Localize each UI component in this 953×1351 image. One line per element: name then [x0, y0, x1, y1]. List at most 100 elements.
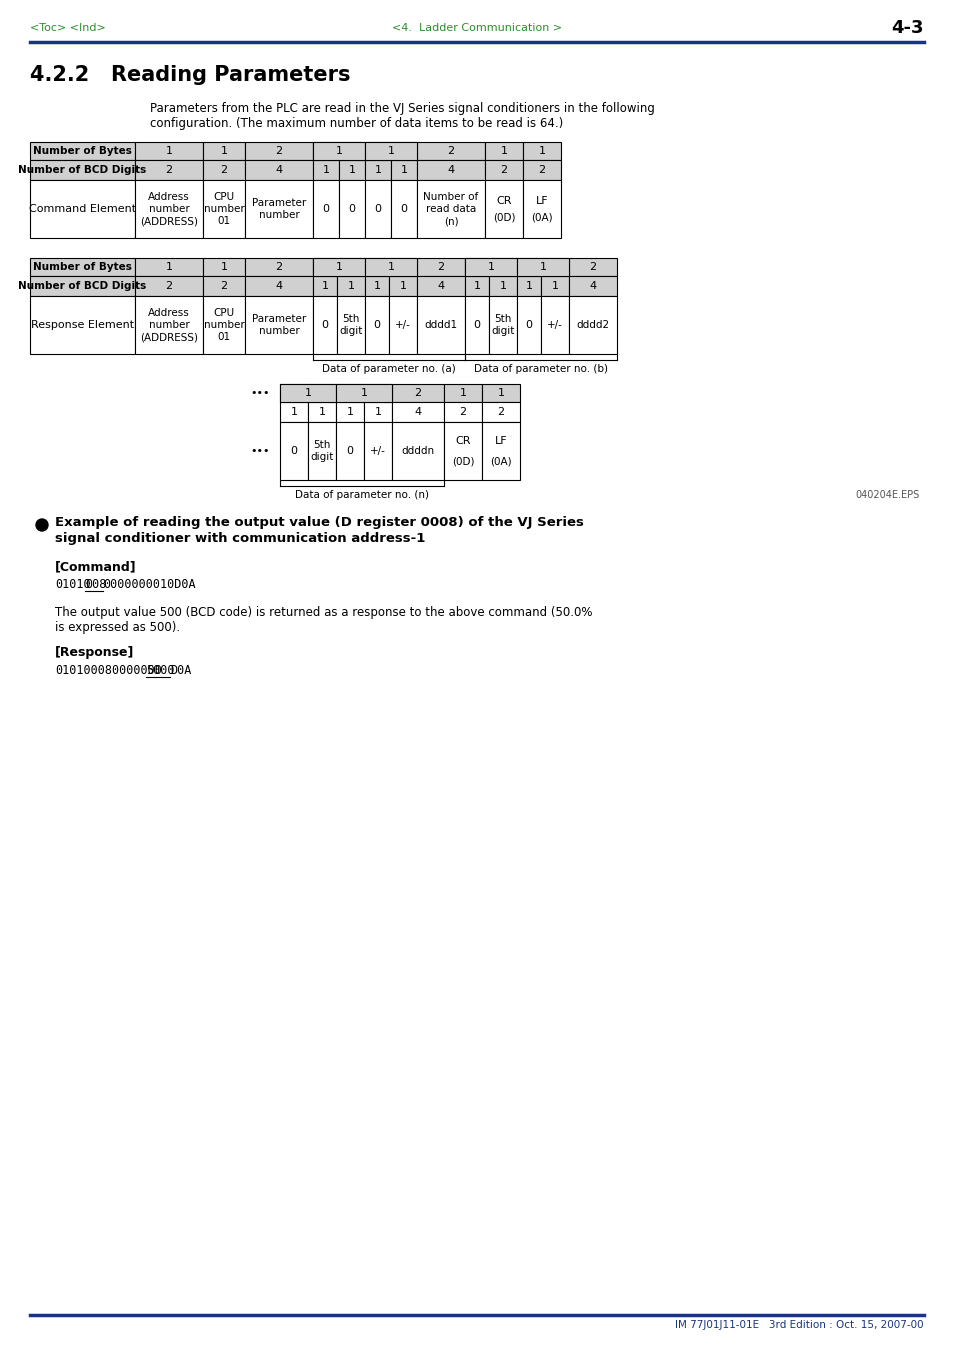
Bar	[522, 159, 560, 180]
Text: Data of parameter no. (a): Data of parameter no. (a)	[322, 363, 456, 374]
Bar	[416, 159, 484, 180]
Bar	[568, 258, 617, 276]
Text: 1: 1	[539, 262, 546, 272]
Bar	[313, 159, 338, 180]
Text: 010100080000000: 010100080000000	[55, 663, 162, 677]
Bar	[484, 180, 522, 238]
Bar	[389, 258, 416, 276]
Text: D0A: D0A	[170, 663, 192, 677]
Text: 1: 1	[537, 146, 545, 155]
Bar	[313, 258, 365, 276]
Bar	[365, 276, 389, 296]
Text: 2: 2	[220, 165, 228, 176]
Text: 1: 1	[348, 165, 355, 176]
Text: +/-: +/-	[546, 320, 562, 330]
Text: 1: 1	[374, 281, 380, 290]
Bar	[416, 180, 484, 238]
Text: •••: •••	[250, 388, 270, 399]
Bar	[245, 159, 313, 180]
Bar	[416, 142, 484, 159]
Text: 0: 0	[291, 446, 297, 457]
Bar	[203, 258, 245, 276]
Text: Number of
read data
(n): Number of read data (n)	[423, 192, 478, 227]
Text: 2: 2	[414, 388, 421, 399]
Text: 0: 0	[322, 204, 329, 213]
Text: Number of BCD Digits: Number of BCD Digits	[18, 281, 147, 290]
Text: 1: 1	[387, 262, 395, 272]
Text: 1: 1	[220, 146, 227, 155]
Bar	[517, 258, 540, 276]
Bar	[30, 180, 135, 238]
Text: +/-: +/-	[395, 320, 411, 330]
Text: 2: 2	[459, 407, 466, 417]
Bar	[522, 180, 560, 238]
Bar	[364, 384, 392, 403]
Bar	[540, 258, 568, 276]
Text: 1: 1	[399, 281, 406, 290]
Text: Address
number
(ADDRESS): Address number (ADDRESS)	[140, 308, 198, 342]
Bar	[338, 159, 365, 180]
Bar	[280, 384, 308, 403]
Bar	[517, 258, 568, 276]
Text: The output value 500 (BCD code) is returned as a response to the above command (: The output value 500 (BCD code) is retur…	[55, 607, 592, 619]
Text: 4: 4	[447, 165, 454, 176]
Text: •••: •••	[250, 446, 270, 457]
Bar	[135, 258, 203, 276]
Bar	[135, 276, 203, 296]
Text: 1: 1	[387, 146, 395, 155]
Text: 1: 1	[304, 388, 312, 399]
Text: Number of Bytes: Number of Bytes	[33, 262, 132, 272]
Text: 1: 1	[473, 281, 480, 290]
Bar	[443, 384, 481, 403]
Bar	[135, 296, 203, 354]
Bar	[338, 142, 365, 159]
Bar	[540, 276, 568, 296]
Bar	[464, 296, 489, 354]
Bar	[203, 159, 245, 180]
Bar	[389, 276, 416, 296]
Text: <4.  Ladder Communication >: <4. Ladder Communication >	[392, 23, 561, 32]
Bar	[203, 296, 245, 354]
Text: Address
number
(ADDRESS): Address number (ADDRESS)	[140, 192, 198, 227]
Bar	[365, 258, 416, 276]
Text: 1: 1	[322, 165, 329, 176]
Bar	[391, 180, 416, 238]
Bar	[30, 258, 135, 276]
Text: CR: CR	[455, 436, 470, 446]
Text: 5th
digit: 5th digit	[339, 313, 362, 336]
Bar	[245, 142, 313, 159]
Bar	[464, 276, 489, 296]
Text: 2: 2	[447, 146, 454, 155]
Text: <Toc> <Ind>: <Toc> <Ind>	[30, 23, 106, 32]
Text: dddd1: dddd1	[424, 320, 457, 330]
Bar	[280, 422, 308, 480]
Text: 4: 4	[437, 281, 444, 290]
Bar	[308, 422, 335, 480]
Bar	[365, 159, 391, 180]
Bar	[517, 296, 540, 354]
Text: 0: 0	[473, 320, 480, 330]
Text: Number of Bytes: Number of Bytes	[33, 146, 132, 155]
Bar	[280, 403, 308, 422]
Bar	[522, 142, 560, 159]
Text: 1: 1	[497, 388, 504, 399]
Bar	[392, 384, 443, 403]
Text: 4.2.2   Reading Parameters: 4.2.2 Reading Parameters	[30, 65, 350, 85]
Bar	[365, 180, 391, 238]
Bar	[365, 142, 416, 159]
Text: 0: 0	[400, 204, 407, 213]
Bar	[313, 296, 336, 354]
Bar	[245, 296, 313, 354]
Bar	[308, 403, 335, 422]
Bar	[416, 296, 464, 354]
Text: 1: 1	[321, 281, 328, 290]
Text: 1: 1	[459, 388, 466, 399]
Bar	[391, 159, 416, 180]
Bar	[203, 180, 245, 238]
Bar	[245, 180, 313, 238]
Bar	[484, 142, 522, 159]
Bar	[443, 422, 481, 480]
Bar	[540, 296, 568, 354]
Bar	[464, 258, 489, 276]
Text: 4: 4	[589, 281, 596, 290]
